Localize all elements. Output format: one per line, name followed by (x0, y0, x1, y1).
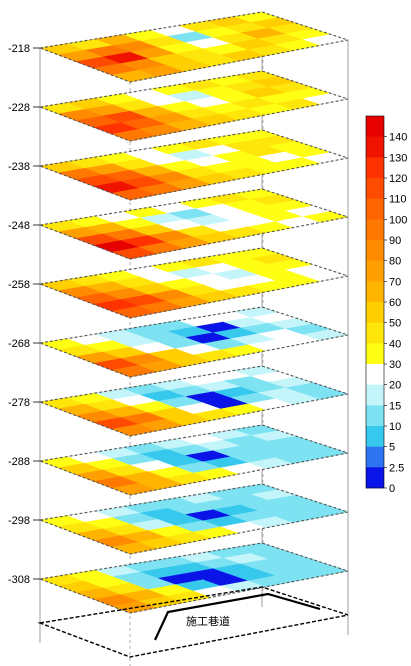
slice--258: -258 (8, 247, 349, 319)
colorbar-swatch (366, 446, 384, 468)
slice--218: -218 (8, 11, 349, 83)
slice-border (37, 129, 349, 201)
colorbar-swatch (366, 384, 384, 406)
depth-label: -288 (8, 456, 30, 468)
colorbar-swatch (366, 198, 384, 220)
colorbar-swatch (366, 157, 384, 179)
colorbar-swatch (366, 116, 384, 137)
depth-label: -258 (8, 279, 30, 291)
colorbar-tick-label: 100 (389, 214, 407, 226)
slice-border (37, 365, 349, 437)
colorbar-tick-label: 130 (389, 152, 407, 164)
slice--298: -298 (8, 483, 349, 555)
slice--308: -308 (8, 542, 349, 614)
tunnel-path (154, 592, 321, 641)
colorbar-tick-label: 15 (389, 400, 401, 412)
colorbar-swatch (366, 178, 384, 199)
colorbar-swatch (366, 426, 384, 447)
slice-border (37, 247, 349, 319)
colorbar-tick-label: 120 (389, 173, 407, 185)
colorbar-swatch (366, 364, 384, 385)
colorbar-swatch (366, 260, 384, 282)
tunnel-label: 施工巷道 (186, 614, 230, 628)
depth-label: -308 (8, 574, 30, 586)
colorbar-tick-label: 20 (389, 380, 401, 392)
slice--288: -288 (8, 424, 349, 496)
colorbar-tick-label: 40 (389, 338, 401, 350)
colorbar-tick-label: 70 (389, 276, 401, 288)
depth-label: -218 (8, 43, 30, 55)
colorbar-tick-label: 5 (389, 442, 395, 454)
slice-border (37, 306, 349, 378)
depth-label: -278 (8, 397, 30, 409)
colorbar-swatch (366, 136, 384, 158)
depth-label: -268 (8, 338, 30, 350)
colorbar-tick-label: 2.5 (389, 462, 404, 474)
depth-label: -298 (8, 515, 30, 527)
colorbar-swatch (366, 240, 384, 261)
slice-border (37, 424, 349, 496)
colorbar-tick-label: 10 (389, 421, 401, 433)
colorbar-tick-label: 80 (389, 256, 401, 268)
colorbar-swatch (366, 405, 384, 427)
colorbar-tick-label: 30 (389, 359, 401, 371)
colorbar-swatch (366, 343, 384, 365)
colorbar-tick-label: 140 (389, 132, 407, 144)
slice-border (37, 483, 349, 555)
colorbar-tick-label: 0 (389, 483, 395, 495)
colorbar-swatch (366, 467, 384, 489)
slice-border (37, 542, 349, 614)
colorbar-swatch (366, 281, 384, 303)
colorbar: 140 130 120 110 100 90 80 70 60 50 40 30 20 15 10 5 2.5 0 (365, 115, 407, 495)
slice-border (37, 11, 349, 83)
slice-border (37, 188, 349, 260)
colorbar-tick-label: 90 (389, 235, 401, 247)
colorbar-tick-label: 60 (389, 297, 401, 309)
depth-label: -248 (8, 220, 30, 232)
slice--228: -228 (8, 70, 349, 142)
base-outline (37, 586, 349, 658)
slice--268: -268 (8, 306, 349, 378)
depth-label: -228 (8, 102, 30, 114)
slice--278: -278 (8, 365, 349, 437)
slice-border (37, 70, 349, 142)
slice--238: -238 (8, 129, 349, 201)
colorbar-swatch (366, 322, 384, 344)
colorbar-tick-label: 50 (389, 318, 401, 330)
slice--248: -248 (8, 188, 349, 260)
colorbar-swatch (366, 302, 384, 323)
depth-label: -238 (8, 161, 30, 173)
depth-slices: -218 -228 -238 -248 -258 -268 -278 -288 -298 -308 (8, 11, 349, 614)
tunnel-outline: 施工巷道 (37, 586, 349, 658)
colorbar-tick-label: 110 (389, 194, 407, 206)
colorbar-swatch (366, 219, 384, 241)
